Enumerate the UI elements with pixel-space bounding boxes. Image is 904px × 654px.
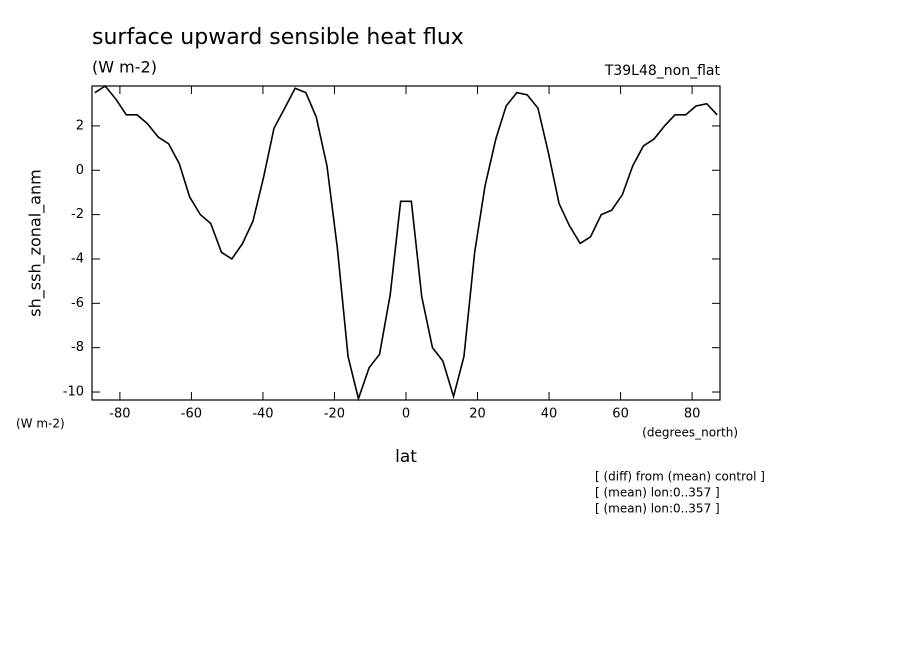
x-tick-label: -80 (109, 407, 130, 422)
note: [ (mean) lon:0..357 ] (595, 486, 720, 500)
x-units: (degrees_north) (642, 426, 738, 440)
y-tick-label: -6 (71, 296, 84, 311)
y-tick-label: 2 (76, 118, 84, 133)
x-tick-label: 40 (541, 407, 558, 422)
y-tick-label: -2 (71, 207, 84, 222)
note: [ (mean) lon:0..357 ] (595, 502, 720, 516)
y-tick-label: 0 (76, 163, 84, 178)
data-line (94, 84, 718, 402)
x-tick-label: -40 (252, 407, 273, 422)
x-tick-label: 0 (402, 407, 410, 422)
y-tick-label: -10 (63, 385, 84, 400)
x-axis-label: lat (395, 447, 417, 467)
x-tick-label: -60 (181, 407, 202, 422)
chart-title: surface upward sensible heat flux (92, 25, 464, 50)
x-tick-label: 60 (612, 407, 629, 422)
y-axis-label: sh_ssh_zonal_anm (26, 169, 46, 316)
chart-subtitle: (W m-2) (92, 58, 157, 77)
y-tick-label: -4 (71, 251, 84, 266)
dataset-label: T39L48_non_flat (604, 63, 721, 79)
x-tick-label: -20 (324, 407, 345, 422)
y-units: (W m-2) (16, 417, 65, 431)
plot-frame (91, 85, 721, 401)
note: [ (diff) from (mean) control ] (595, 470, 765, 484)
y-tick-label: -8 (71, 340, 84, 355)
x-tick-label: 80 (684, 407, 701, 422)
x-tick-label: 20 (469, 407, 486, 422)
